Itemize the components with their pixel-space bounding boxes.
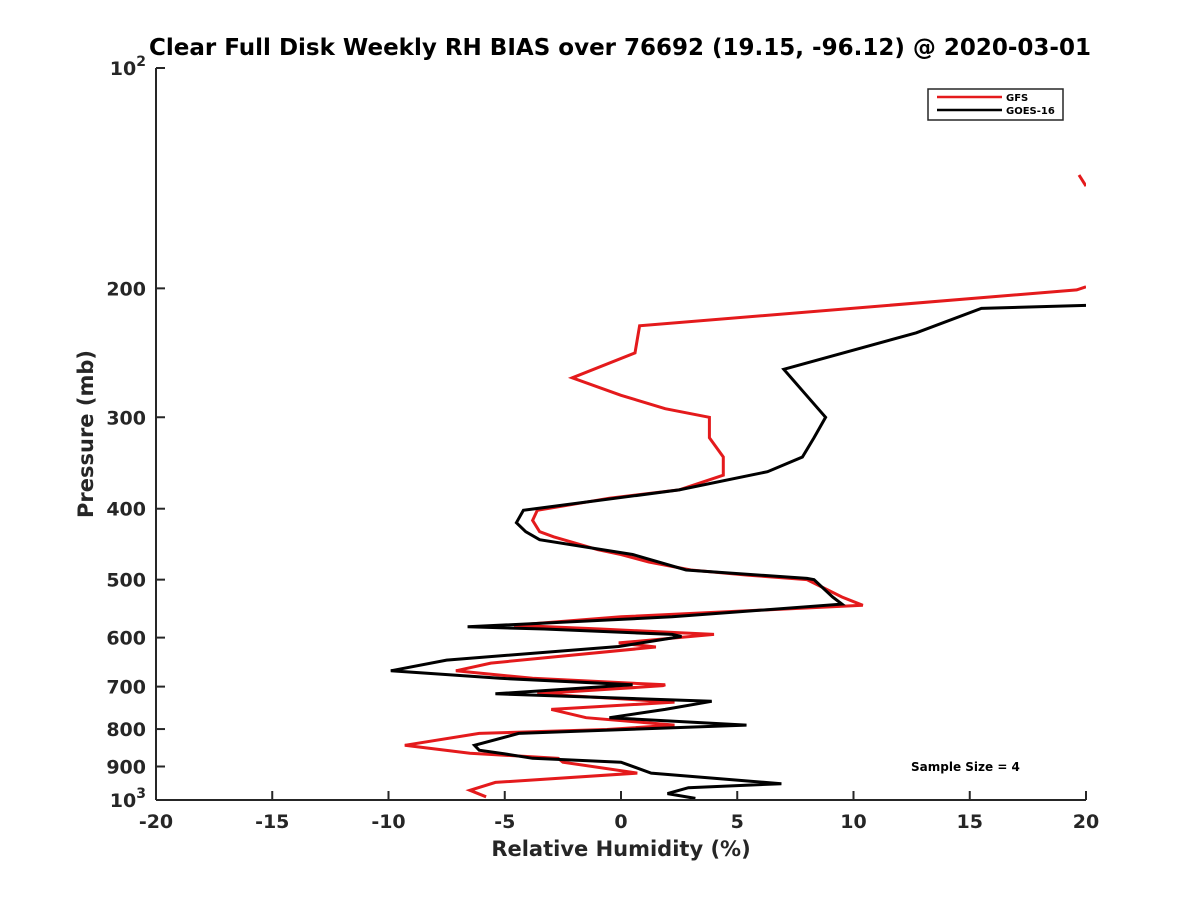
y-tick-label: 900 xyxy=(106,757,146,779)
legend-box xyxy=(927,88,1064,121)
sample-size-annotation: Sample Size = 4 xyxy=(911,760,1020,774)
legend-gfs-label: GFS xyxy=(1006,93,1028,104)
y-axis-ticks: 102 200 300 400 500 600 700 800 900 103 xyxy=(106,54,165,812)
legend-goes16-label: GOES-16 xyxy=(1006,106,1055,117)
x-axis-ticks: -20 -15 -10 -5 0 5 10 15 20 xyxy=(139,791,1099,833)
y-tick-label: 102 xyxy=(110,54,146,80)
y-tick-label: 700 xyxy=(106,677,146,699)
x-tick-label: 20 xyxy=(1073,811,1099,833)
y-tick-label: 103 xyxy=(110,786,146,812)
x-tick-label: -15 xyxy=(255,811,289,833)
y-axis-label: Pressure (mb) xyxy=(74,350,98,518)
series-line-gfs-0 xyxy=(1077,174,1086,187)
chart-title: Clear Full Disk Weekly RH BIAS over 7669… xyxy=(149,35,1091,61)
x-tick-label: 10 xyxy=(840,811,866,833)
x-tick-label: -5 xyxy=(494,811,515,833)
y-tick-label: 800 xyxy=(106,719,146,741)
plot-area xyxy=(156,68,1086,800)
series-layer xyxy=(390,174,1086,800)
y-tick-label: 200 xyxy=(106,278,146,300)
y-tick-label: 400 xyxy=(106,499,146,521)
x-tick-label: -10 xyxy=(371,811,405,833)
x-tick-label: 15 xyxy=(957,811,983,833)
y-tick-label: 600 xyxy=(106,628,146,650)
x-tick-label: 0 xyxy=(614,811,627,833)
y-tick-label: 500 xyxy=(106,570,146,592)
legend: GFS GOES-16 xyxy=(927,88,1064,121)
x-axis-label: Relative Humidity (%) xyxy=(491,837,750,861)
series-line-goes-16-0 xyxy=(390,303,1086,800)
x-tick-label: 5 xyxy=(731,811,744,833)
x-tick-label: -20 xyxy=(139,811,173,833)
y-tick-label: 300 xyxy=(106,407,146,429)
